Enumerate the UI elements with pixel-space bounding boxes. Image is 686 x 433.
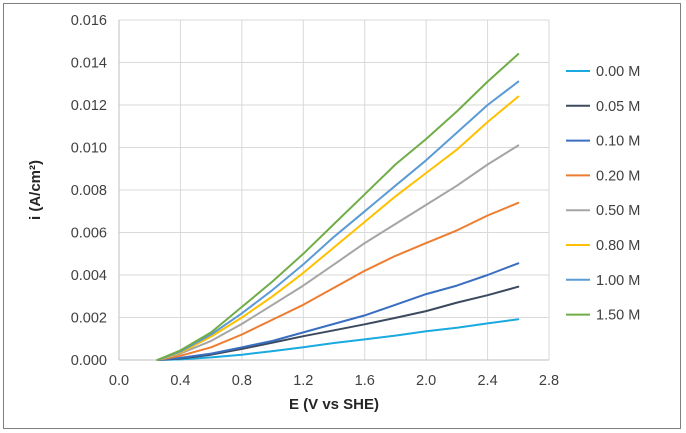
legend-label: 0.20 M (596, 168, 640, 184)
legend-label: 0.10 M (596, 134, 640, 150)
series-line (156, 80, 520, 361)
y-tick-label: 0.012 (71, 98, 107, 114)
y-axis-title: i (A/cm²) (27, 160, 44, 220)
x-tick-label: 1.2 (293, 373, 313, 389)
y-tick-label: 0.008 (71, 183, 107, 199)
x-tick-label: 0.0 (109, 373, 129, 389)
series-line (156, 53, 520, 361)
legend-label: 0.80 M (596, 238, 640, 254)
legend-label: 1.50 M (596, 308, 640, 324)
gridlines (119, 19, 550, 360)
series-line (156, 95, 520, 361)
series-line (156, 144, 520, 361)
legend-label: 0.00 M (596, 64, 640, 80)
x-tick-label: 0.8 (232, 373, 252, 389)
x-tick-label: 2.8 (539, 373, 559, 389)
y-tick-label: 0.004 (71, 268, 107, 284)
series-line (156, 262, 520, 361)
legend-label: 0.50 M (596, 203, 640, 219)
x-tick-label: 0.4 (170, 373, 190, 389)
x-tick-label: 1.6 (355, 373, 375, 389)
series-line (156, 201, 520, 361)
x-tick-label: 2.4 (477, 373, 497, 389)
y-tick-label: 0.006 (71, 226, 107, 242)
legend-label: 1.00 M (596, 273, 640, 289)
x-tick-labels: 0.0 0.4 0.8 1.2 1.6 2.0 2.4 2.8 (109, 373, 559, 389)
y-tick-labels: 0.000 0.002 0.004 0.006 0.008 0.010 0.012 0.014… (71, 13, 107, 369)
x-tick-label: 2.0 (416, 373, 436, 389)
axes (118, 20, 549, 361)
series-line (156, 318, 520, 361)
y-tick-label: 0.016 (71, 13, 107, 29)
legend: 0.00 M 0.05 M 0.10 M 0.20 M 0.50 M 0.80 M 1.00… (566, 64, 640, 324)
y-tick-label: 0.010 (71, 141, 107, 157)
y-tick-label: 0.000 (71, 353, 107, 369)
y-tick-label: 0.002 (71, 311, 107, 327)
series-line (156, 285, 520, 361)
series-lines (156, 53, 520, 361)
x-axis-title: E (V vs SHE) (289, 396, 379, 413)
y-tick-label: 0.014 (71, 56, 107, 72)
legend-label: 0.05 M (596, 99, 640, 115)
